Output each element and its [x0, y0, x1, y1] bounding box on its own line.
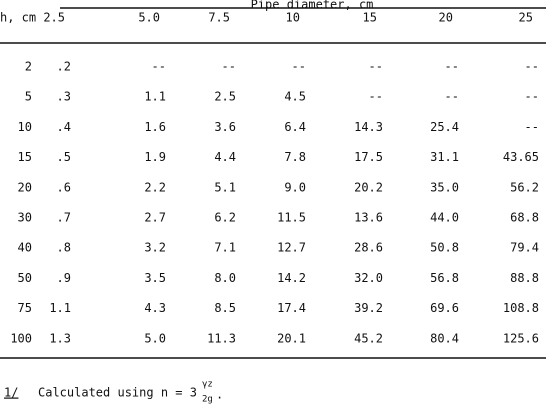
- cell: 31.1: [430, 150, 459, 164]
- cell: 44.0: [430, 211, 459, 225]
- cell: .9: [57, 271, 71, 285]
- cell: 1.6: [144, 120, 166, 134]
- cell: 5.1: [214, 180, 236, 194]
- cell: 7.1: [214, 241, 236, 255]
- cell: 14.2: [277, 271, 306, 285]
- cell: 1.9: [144, 150, 166, 164]
- cell: 12.7: [277, 241, 306, 255]
- column-header: 5.0: [138, 11, 160, 25]
- cell: 79.4: [510, 241, 539, 255]
- cell: 3.6: [214, 120, 236, 134]
- column-header: 25: [519, 11, 533, 25]
- column-header: 20: [439, 11, 453, 25]
- cell: 56.8: [430, 271, 459, 285]
- cell: 28.6: [354, 241, 383, 255]
- cell: 2.2: [144, 180, 166, 194]
- cell: 11.3: [207, 331, 236, 345]
- cell: --: [525, 120, 539, 134]
- cell: 7.8: [284, 150, 306, 164]
- cell: 45.2: [354, 331, 383, 345]
- fraction-denominator: 2g: [202, 395, 213, 405]
- fraction-numerator: γz: [202, 380, 213, 390]
- cell: --: [445, 60, 459, 74]
- cell: 32.0: [354, 271, 383, 285]
- cell: 4.4: [214, 150, 236, 164]
- cell: .4: [57, 120, 71, 134]
- cell: .2: [57, 60, 71, 74]
- cell: 11.5: [277, 211, 306, 225]
- row-label: 40: [18, 241, 32, 255]
- cell: 3.5: [144, 271, 166, 285]
- column-header: 15: [363, 11, 377, 25]
- cell: 39.2: [354, 301, 383, 315]
- cell: 2.5: [214, 90, 236, 104]
- cell: .8: [57, 241, 71, 255]
- column-header: 7.5: [208, 11, 230, 25]
- footnote: 1/ Calculated using n = 3 γz 2g .: [4, 380, 223, 405]
- cell: --: [445, 90, 459, 104]
- cell: 25.4: [430, 120, 459, 134]
- row-label: 2: [25, 60, 32, 74]
- cell: 9.0: [284, 180, 306, 194]
- cell: 1.3: [49, 331, 71, 345]
- cell: 56.2: [510, 180, 539, 194]
- cell: --: [152, 60, 166, 74]
- cell: 3.2: [144, 241, 166, 255]
- cell: --: [222, 60, 236, 74]
- cell: 20.2: [354, 180, 383, 194]
- cell: --: [525, 90, 539, 104]
- footnote-text: Calculated using n = 3: [38, 386, 197, 400]
- cell: 6.2: [214, 211, 236, 225]
- row-label: 75: [18, 301, 32, 315]
- cell: --: [292, 60, 306, 74]
- cell: 125.6: [503, 331, 539, 345]
- cell: 88.8: [510, 271, 539, 285]
- cell: --: [525, 60, 539, 74]
- row-label: 10: [18, 120, 32, 134]
- cell: --: [369, 90, 383, 104]
- row-label: 50: [18, 271, 32, 285]
- cell: 2.7: [144, 211, 166, 225]
- cell: .3: [57, 90, 71, 104]
- cell: 13.6: [354, 211, 383, 225]
- cell: 35.0: [430, 180, 459, 194]
- cell: .5: [57, 150, 71, 164]
- footnote-end: .: [216, 388, 223, 402]
- row-label: 5: [25, 90, 32, 104]
- row-label: 100: [10, 331, 32, 345]
- cell: --: [369, 60, 383, 74]
- cell: 6.4: [284, 120, 306, 134]
- cell: 17.4: [277, 301, 306, 315]
- cell: 50.8: [430, 241, 459, 255]
- cell: 5.0: [144, 331, 166, 345]
- cell: 69.6: [430, 301, 459, 315]
- cell: 1.1: [49, 301, 71, 315]
- row-label: 15: [18, 150, 32, 164]
- cell: 108.8: [503, 301, 539, 315]
- cell: 14.3: [354, 120, 383, 134]
- cell: .7: [57, 211, 71, 225]
- column-header: 2.5: [43, 11, 65, 25]
- cell: 80.4: [430, 331, 459, 345]
- cell: 4.5: [284, 90, 306, 104]
- cell: 68.8: [510, 211, 539, 225]
- group-header: Pipe diameter, cm: [251, 0, 374, 12]
- column-header: h, cm: [0, 11, 36, 25]
- row-label: 30: [18, 211, 32, 225]
- cell: .6: [57, 180, 71, 194]
- footnote-marker: 1/: [4, 386, 18, 400]
- cell: 43.65: [503, 150, 539, 164]
- row-label: 20: [18, 180, 32, 194]
- cell: 1.1: [144, 90, 166, 104]
- cell: 20.1: [277, 331, 306, 345]
- cell: 4.3: [144, 301, 166, 315]
- cell: 8.5: [214, 301, 236, 315]
- column-header: 10: [286, 11, 300, 25]
- cell: 17.5: [354, 150, 383, 164]
- cell: 8.0: [214, 271, 236, 285]
